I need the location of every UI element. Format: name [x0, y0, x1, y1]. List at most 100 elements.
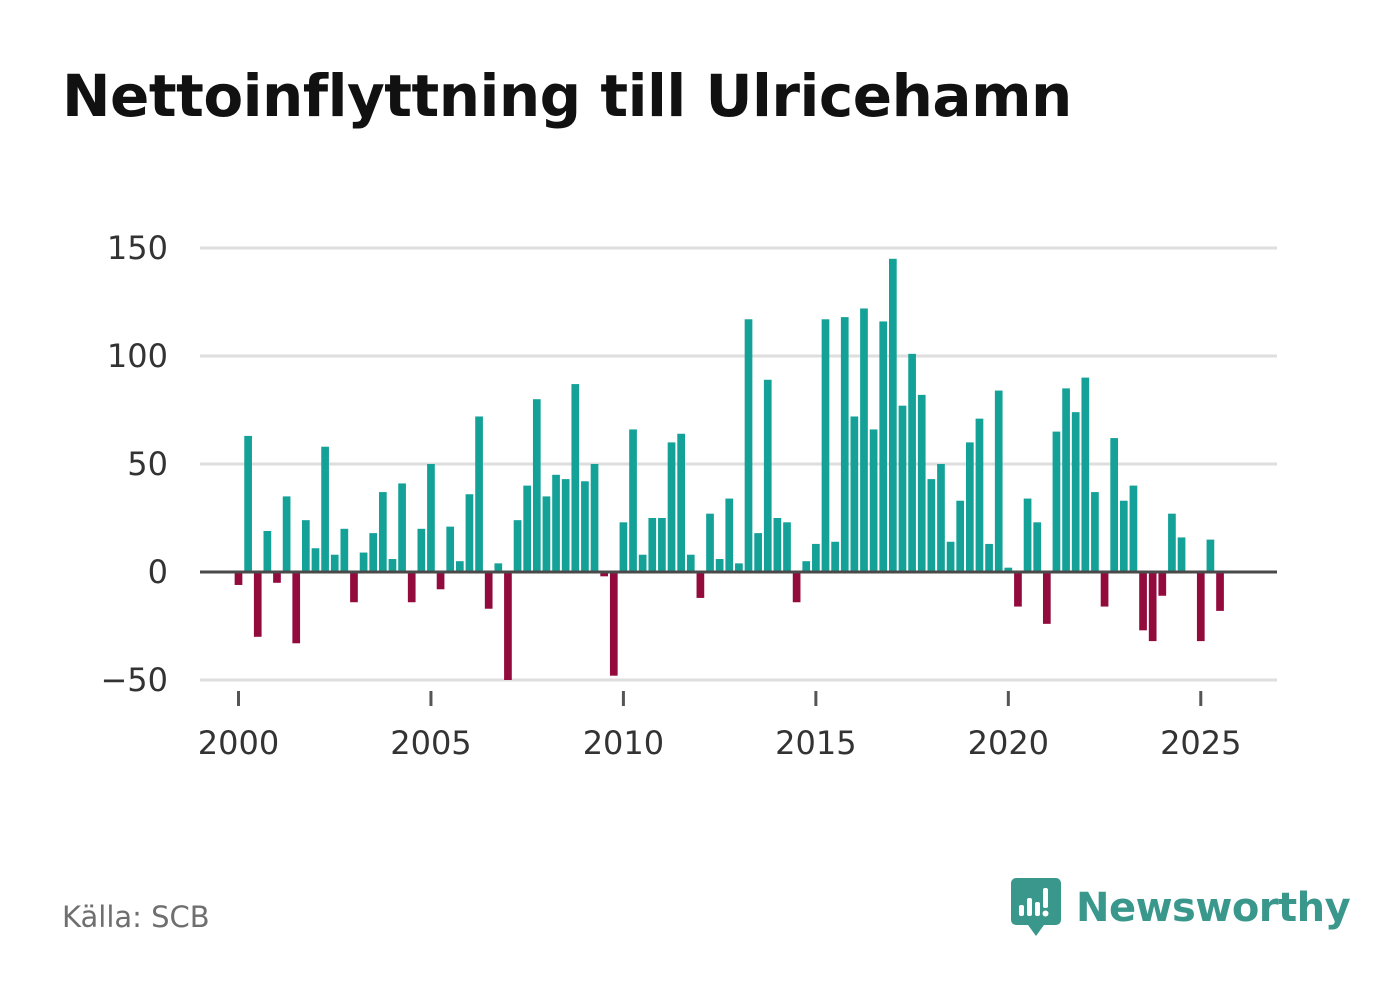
bar — [359, 552, 368, 572]
bar — [725, 498, 734, 572]
bar — [484, 572, 493, 609]
bar-chart-speech-bubble-icon — [1011, 878, 1061, 936]
bar — [1168, 513, 1176, 572]
bar — [292, 572, 301, 644]
x-tick-label: 2005 — [390, 724, 471, 762]
bar — [1023, 498, 1032, 572]
bar — [975, 418, 984, 572]
y-axis-tick-labels: 150 100 50 0 −50 — [100, 229, 168, 699]
bar — [658, 518, 666, 572]
bar — [956, 500, 965, 572]
bar — [350, 572, 358, 603]
bar — [1004, 567, 1013, 572]
bar — [417, 528, 426, 572]
bar — [648, 518, 657, 572]
bar — [1081, 377, 1090, 572]
bar — [677, 433, 685, 572]
chart-title: Nettoinflyttning till Ulricehamn — [62, 62, 1072, 130]
bar — [1091, 492, 1099, 572]
bar — [523, 485, 532, 572]
y-tick-label: 150 — [107, 229, 168, 267]
bar — [1062, 388, 1070, 572]
bar — [1158, 572, 1167, 596]
bar — [706, 513, 714, 572]
bar — [994, 390, 1003, 572]
bar — [927, 479, 936, 572]
y-tick-label: 100 — [107, 337, 168, 375]
bar — [1216, 572, 1224, 611]
bar — [1119, 500, 1128, 572]
y-tick-label: 0 — [148, 553, 168, 591]
bar — [792, 572, 801, 603]
bar — [1177, 537, 1186, 572]
bar — [908, 353, 916, 572]
bar — [321, 446, 329, 572]
bar — [667, 442, 676, 572]
bar — [821, 319, 830, 572]
bar — [773, 518, 782, 572]
bar — [812, 543, 820, 572]
bar — [302, 520, 310, 572]
bar — [427, 464, 435, 572]
bar — [869, 429, 878, 572]
bar — [802, 561, 811, 572]
x-tick-label: 2025 — [1160, 724, 1241, 762]
bar — [436, 572, 445, 590]
bar — [1014, 572, 1022, 607]
bar — [917, 394, 926, 572]
bar — [1071, 412, 1080, 572]
bar — [455, 561, 464, 572]
bar — [840, 317, 849, 572]
bar — [879, 321, 888, 572]
bar — [282, 496, 291, 572]
bar — [946, 541, 955, 572]
bar — [581, 481, 589, 572]
bar — [898, 405, 907, 572]
bar — [715, 559, 724, 572]
bar — [600, 572, 609, 577]
source-label: Källa: SCB — [62, 900, 210, 934]
bar — [889, 258, 897, 572]
bar — [1110, 438, 1119, 572]
bar — [744, 319, 753, 572]
bar — [253, 572, 262, 637]
bar — [369, 533, 378, 572]
bar — [475, 416, 483, 572]
bar — [542, 496, 551, 572]
bar — [619, 522, 628, 572]
bar — [831, 541, 839, 572]
bar — [1129, 485, 1138, 572]
bar — [783, 522, 791, 572]
bar — [388, 559, 397, 572]
bars — [234, 258, 1224, 680]
bar — [504, 572, 512, 680]
bar — [1052, 431, 1061, 572]
bar — [465, 494, 474, 572]
bar — [532, 399, 541, 572]
bar — [590, 464, 599, 572]
bar — [378, 492, 387, 572]
bar — [1148, 572, 1157, 642]
x-tick-label: 2020 — [968, 724, 1049, 762]
bar — [638, 554, 647, 572]
x-tick-label: 2015 — [775, 724, 856, 762]
bar — [234, 572, 243, 585]
bar — [494, 563, 503, 572]
brand-name: Newsworthy — [1076, 885, 1351, 931]
bar — [629, 429, 637, 572]
x-tick-label: 2010 — [583, 724, 664, 762]
bar — [1206, 539, 1215, 572]
bar — [513, 520, 522, 572]
x-axis-ticks: 2000 2005 2010 2015 2020 2025 — [198, 691, 1242, 762]
bar — [937, 464, 945, 572]
bar — [263, 530, 272, 572]
bar — [244, 435, 252, 572]
newsworthy-logo[interactable]: Newsworthy — [1010, 876, 1351, 940]
y-tick-label: −50 — [100, 661, 168, 699]
bar — [965, 442, 974, 572]
bar — [1033, 522, 1042, 572]
bar — [754, 533, 762, 572]
y-tick-label: 50 — [127, 445, 168, 483]
bar — [985, 543, 993, 572]
